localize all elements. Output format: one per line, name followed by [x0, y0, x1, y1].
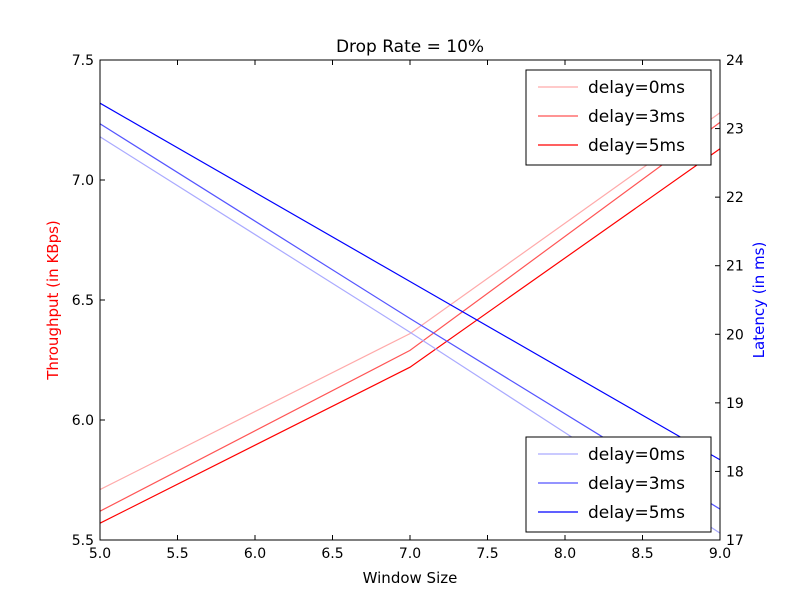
throughput-legend-label: delay=5ms [588, 136, 685, 156]
y-left-tick-label: 6.0 [72, 413, 94, 429]
y-right-tick-label: 18 [726, 464, 744, 480]
x-tick-label: 7.0 [399, 546, 421, 562]
latency-legend-label: delay=3ms [588, 474, 685, 494]
y-right-tick-label: 19 [726, 396, 744, 412]
y-left-tick-label: 6.5 [72, 293, 94, 309]
throughput-line-0 [100, 112, 720, 491]
throughput-legend-label: delay=0ms [588, 78, 685, 98]
throughput-line-2 [100, 148, 720, 524]
y-left-tick-label: 5.5 [72, 533, 94, 549]
x-tick-label: 8.0 [554, 546, 576, 562]
y-left-tick-label: 7.0 [72, 173, 94, 189]
x-tick-label: 7.5 [476, 546, 498, 562]
x-tick-label: 6.5 [321, 546, 343, 562]
latency-legend-label: delay=0ms [588, 445, 685, 465]
y-left-tick-label: 7.5 [72, 53, 94, 69]
x-tick-label: 5.0 [89, 546, 111, 562]
chart-title: Drop Rate = 10% [336, 37, 484, 57]
latency-legend-label: delay=5ms [588, 503, 685, 523]
y-right-tick-label: 20 [726, 327, 744, 343]
x-tick-label: 5.5 [166, 546, 188, 562]
y-right-tick-label: 24 [726, 53, 744, 69]
x-tick-label: 9.0 [709, 546, 731, 562]
x-tick-label: 8.5 [631, 546, 653, 562]
y-right-tick-label: 22 [726, 190, 744, 206]
x-axis-label: Window Size [363, 569, 458, 587]
throughput-line-1 [100, 121, 720, 512]
throughput-legend [525, 69, 712, 166]
latency-legend [525, 436, 712, 533]
throughput-legend-label: delay=3ms [588, 107, 685, 127]
y-right-tick-label: 17 [726, 533, 744, 549]
y-right-tick-label: 21 [726, 259, 744, 275]
x-tick-label: 6.0 [244, 546, 266, 562]
y-axis-right-label: Latency (in ms) [750, 242, 768, 359]
y-right-tick-label: 23 [726, 122, 744, 138]
latency-line-2 [100, 102, 720, 461]
y-axis-left-label: Throughput (in KBps) [44, 220, 62, 381]
